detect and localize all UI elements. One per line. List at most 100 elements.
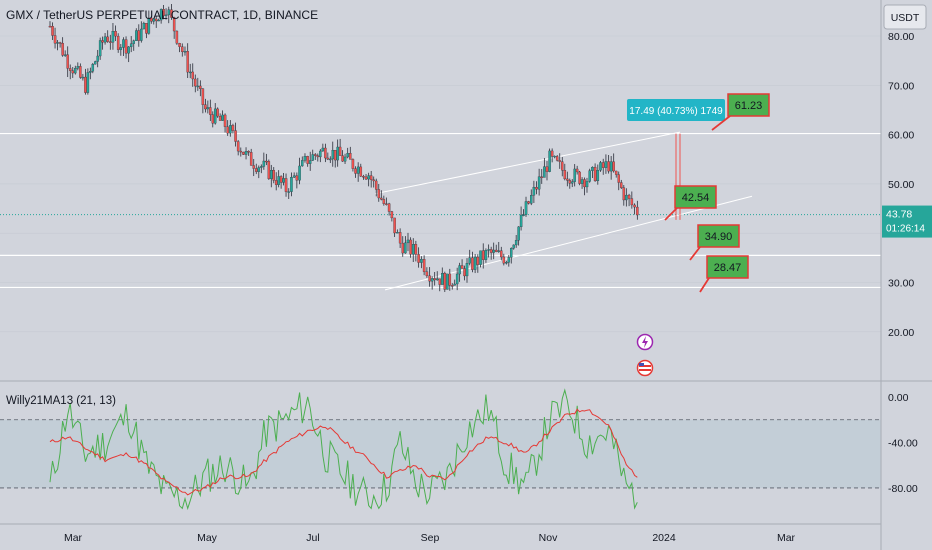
candle [311, 149, 314, 161]
candle-body [435, 278, 439, 281]
candle [609, 156, 613, 180]
candle [351, 158, 355, 172]
candle-body [216, 108, 219, 117]
candle [74, 65, 77, 75]
candle-body [152, 18, 156, 22]
candle [196, 77, 200, 91]
candle-body [364, 176, 368, 180]
candle [257, 165, 261, 179]
currency-button[interactable]: USDT [883, 4, 927, 30]
candle-body [417, 254, 420, 263]
callout-box [706, 255, 749, 279]
candle [438, 278, 441, 292]
candle-body [398, 232, 402, 244]
target-callout[interactable]: 61.23 [711, 93, 770, 131]
candle-body [127, 46, 130, 54]
candle [96, 49, 99, 68]
target-callout[interactable]: 28.47 [699, 255, 749, 293]
candle [162, 4, 165, 20]
candle [374, 178, 378, 197]
candle [563, 163, 567, 181]
candle [159, 8, 163, 24]
candle [150, 17, 153, 24]
candle [492, 242, 495, 260]
candle [364, 173, 368, 180]
candle [81, 73, 85, 81]
candle-body [401, 242, 404, 254]
candle [530, 189, 533, 206]
candle-body [159, 9, 163, 21]
candle [236, 140, 240, 156]
candle-body [568, 180, 572, 184]
candle [420, 256, 423, 269]
candle [393, 217, 396, 237]
candle [106, 30, 109, 43]
candle [580, 177, 584, 189]
candle-body [494, 249, 498, 252]
candle [535, 181, 538, 195]
candle-body [502, 256, 506, 264]
us-flag-icon[interactable] [636, 359, 654, 377]
candle-body [455, 273, 459, 285]
candle [272, 167, 275, 184]
candle-body [164, 14, 168, 17]
candle [152, 18, 156, 25]
candle-body [385, 203, 388, 205]
candle [502, 253, 506, 266]
candle-body [267, 161, 271, 179]
candle [476, 254, 480, 273]
candle [249, 148, 253, 166]
candle [548, 148, 551, 173]
candle-body [522, 214, 525, 216]
indicator-pane [0, 388, 881, 511]
candle [507, 254, 511, 267]
candle [119, 43, 123, 56]
lightning-icon[interactable] [636, 333, 654, 351]
candle [372, 176, 375, 188]
candle-body [194, 78, 197, 87]
indicator-axis[interactable]: 0.00 -40.00 -80.00 [888, 392, 918, 495]
candle-body [591, 166, 594, 171]
candle-body [453, 283, 456, 286]
candle [417, 247, 420, 268]
candle-body [226, 126, 229, 134]
target-annotations[interactable]: 17.49 (40.73%) 1749 61.23 42.54 34.90 28.47 [627, 93, 770, 293]
candle-body [145, 23, 148, 34]
candle [282, 172, 285, 186]
candle-body [346, 152, 349, 158]
channel-lower-line [384, 195, 753, 291]
measure-label[interactable]: 17.49 (40.73%) 1749 [627, 99, 725, 121]
candle [453, 279, 456, 286]
candle [201, 88, 205, 114]
candle [76, 62, 80, 71]
candle [145, 23, 148, 39]
price-tick-label: 50.00 [888, 179, 914, 191]
candle [188, 63, 192, 79]
target-callout[interactable]: 42.54 [664, 185, 717, 221]
candle-body [98, 40, 102, 57]
candle-body [324, 147, 327, 159]
candle-body [601, 162, 605, 168]
candle-body [333, 149, 337, 161]
candle-body [558, 160, 561, 162]
candle [301, 156, 304, 167]
candle-body [441, 273, 444, 285]
candle-body [512, 244, 515, 249]
candle [170, 4, 173, 20]
candle-body [272, 170, 275, 181]
candle-body [188, 71, 192, 74]
time-axis[interactable]: Mar May Jul Sep Nov 2024 Mar [64, 532, 796, 544]
candle [329, 156, 332, 164]
current-price-badge[interactable]: 43.78 01:26:14 [882, 205, 932, 238]
candle [114, 25, 117, 42]
candle-body [308, 160, 312, 164]
channel-upper-line [374, 131, 681, 195]
target-callout[interactable]: 34.90 [689, 224, 740, 261]
callout-pointer [689, 246, 701, 261]
candle-body [270, 170, 273, 179]
candle-body [446, 273, 449, 290]
price-axis[interactable]: 80.0070.0060.0050.0040.0030.0020.0043.78… [882, 31, 932, 339]
candle-body [451, 285, 454, 287]
candle [604, 154, 608, 174]
